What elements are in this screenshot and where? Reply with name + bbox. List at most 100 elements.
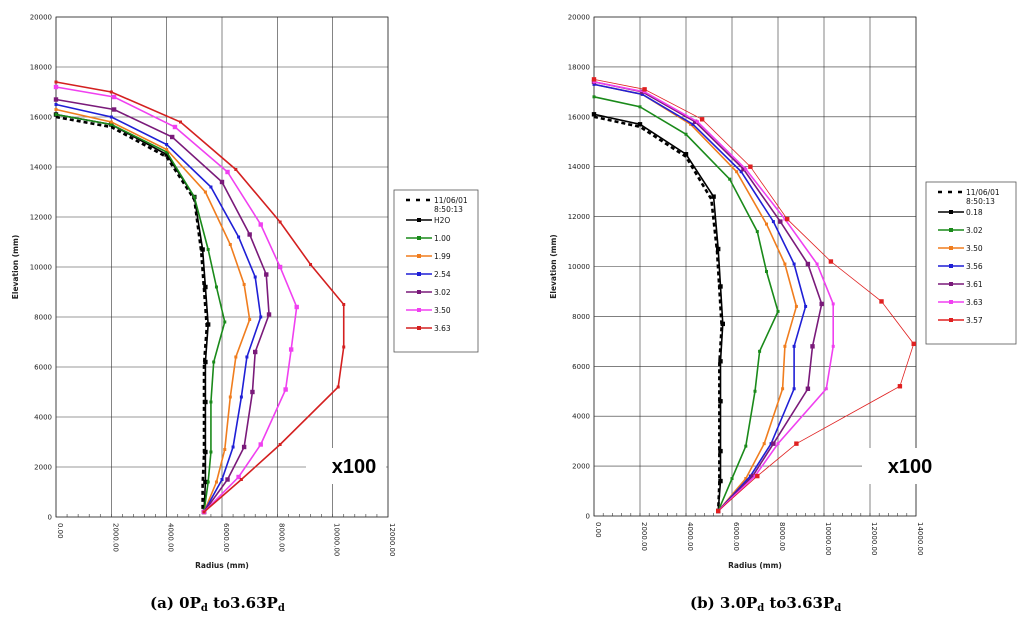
data-point: [815, 262, 819, 266]
data-point: [170, 134, 175, 140]
data-point: [278, 220, 282, 224]
x-tick-label: 0.00: [594, 522, 602, 538]
data-point: [693, 119, 698, 124]
x-axis-label: Radius (mm): [728, 561, 782, 570]
data-point: [728, 177, 732, 181]
data-point: [288, 347, 294, 352]
data-point: [258, 442, 263, 447]
legend: 11/06/018:50:13 H2O 1.00 1.99 2.54 3.02 3.50 3.…: [393, 189, 479, 353]
data-point: [783, 217, 787, 221]
data-point: [783, 262, 787, 266]
data-point: [212, 360, 216, 364]
data-point: [205, 322, 211, 327]
legend-entry: 3.57: [966, 316, 983, 325]
chart-panel-b: 0.00 2000.00 4000.00 6000.00 8000.00 10000.00…: [549, 14, 1017, 614]
x-tick-label: 14000.00: [916, 522, 924, 555]
y-tick-label: 20000: [30, 14, 52, 22]
data-point: [165, 150, 169, 154]
data-point: [239, 395, 243, 399]
legend-entry-time: 8:50:13: [966, 197, 995, 206]
data-point: [792, 344, 796, 348]
data-point: [220, 478, 224, 481]
legend-marker: [417, 218, 421, 222]
x-tick-label: 8000.00: [277, 523, 285, 552]
y-tick-label: 14000: [30, 164, 52, 172]
legend-marker: [949, 282, 953, 286]
data-point: [172, 124, 178, 130]
data-point: [683, 152, 689, 157]
data-point: [792, 262, 796, 266]
data-point: [164, 152, 169, 157]
data-point: [776, 309, 780, 313]
legend-entry: 3.63: [966, 298, 983, 307]
data-point: [794, 304, 798, 308]
legend-entry: 2.54: [434, 270, 451, 279]
data-point: [753, 474, 757, 478]
data-point: [762, 442, 766, 446]
data-point: [278, 443, 282, 446]
data-point: [209, 185, 213, 189]
data-point: [638, 105, 642, 109]
data-point: [54, 80, 58, 84]
data-point: [259, 315, 263, 319]
data-point: [831, 344, 835, 348]
data-point: [109, 120, 113, 124]
data-point: [342, 303, 346, 306]
data-point: [53, 84, 59, 90]
data-point: [214, 285, 218, 289]
data-point: [769, 442, 773, 446]
data-point: [739, 170, 743, 174]
data-point: [203, 479, 208, 485]
data-point: [741, 166, 746, 172]
legend-entry: 3.61: [966, 280, 983, 289]
data-point: [223, 320, 227, 324]
data-point: [748, 474, 752, 478]
legend-marker: [417, 236, 421, 240]
data-point: [755, 473, 760, 479]
legend-entry: 1.00: [434, 234, 451, 243]
series-line-H2O: [55, 113, 209, 513]
data-point: [223, 448, 227, 451]
data-point: [879, 299, 884, 304]
data-point: [241, 444, 247, 450]
data-point: [824, 387, 828, 391]
data-point: [203, 190, 207, 194]
x-tick-label: 12000.00: [388, 523, 396, 556]
legend-marker: [949, 300, 953, 304]
data-point: [111, 107, 117, 112]
data-point: [758, 349, 762, 353]
data-point: [239, 478, 243, 481]
data-point: [792, 387, 796, 391]
data-point: [785, 216, 790, 222]
data-point: [253, 275, 257, 279]
data-point: [765, 222, 768, 226]
data-point: [294, 304, 299, 310]
multiplier-label: x100: [888, 456, 933, 478]
data-point: [111, 94, 117, 100]
data-point: [54, 103, 58, 106]
data-point: [699, 117, 705, 122]
y-tick-label: 12000: [568, 213, 590, 221]
data-point: [236, 474, 241, 480]
data-point: [242, 283, 246, 286]
y-axis-label: Elevation (mm): [549, 234, 558, 298]
data-point: [684, 132, 688, 136]
caption-part: to3.63P: [764, 594, 834, 612]
data-point: [691, 122, 695, 126]
data-point: [897, 384, 903, 389]
legend-entry: 1.99: [434, 252, 451, 261]
data-point: [179, 120, 182, 124]
data-point: [720, 321, 725, 327]
data-point: [805, 386, 811, 391]
legend-box: [925, 181, 1017, 345]
legend-marker: [417, 326, 421, 330]
series-line-3.63: [55, 81, 345, 513]
x-tick-label: 6000.00: [732, 522, 740, 551]
data-point: [744, 167, 748, 171]
data-point: [192, 195, 196, 199]
legend-entry: 11/06/01: [434, 196, 468, 205]
y-tick-label: 0: [586, 513, 590, 521]
legend-entry: 11/06/01: [966, 188, 1000, 197]
caption-part: (a) 0P: [150, 594, 201, 612]
data-point: [794, 441, 799, 446]
